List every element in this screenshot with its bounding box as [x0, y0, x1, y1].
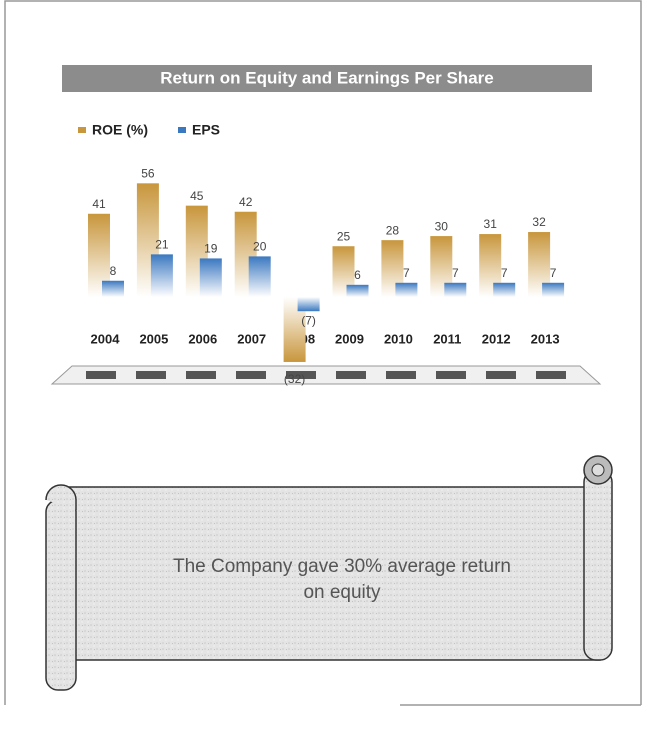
floor [50, 365, 602, 385]
bar [332, 246, 355, 297]
x-tick-label: 2010 [384, 331, 413, 346]
data-label: 7 [550, 266, 557, 280]
x-tick-label: 2011 [433, 331, 461, 346]
data-label: 45 [190, 189, 204, 203]
title-bar [62, 65, 592, 92]
bar [444, 282, 467, 297]
data-label: 30 [435, 219, 449, 233]
data-label: 8 [110, 264, 117, 278]
data-label: 21 [155, 238, 169, 252]
data-label: 19 [204, 242, 218, 256]
bar [430, 236, 453, 297]
bar [150, 254, 173, 297]
data-label: 32 [532, 215, 546, 229]
data-label: 56 [141, 166, 155, 180]
bar [199, 258, 222, 297]
bar [88, 213, 110, 297]
x-tick-label: 2012 [482, 331, 511, 346]
data-label: 28 [386, 223, 400, 237]
bar [102, 280, 124, 297]
bar [542, 282, 565, 297]
legend-swatch [78, 127, 86, 133]
note-line: The Company gave 30% average return [173, 556, 511, 577]
data-label: 25 [337, 229, 351, 243]
note-line: on equity [303, 582, 381, 603]
x-tick-label: 2007 [237, 331, 266, 346]
data-label: 31 [484, 217, 498, 231]
data-label: 6 [354, 268, 361, 282]
bar [297, 297, 320, 312]
data-label: 7 [452, 266, 459, 280]
data-label: 7 [403, 266, 410, 280]
legend-label: EPS [192, 122, 220, 138]
x-tick-label: 2006 [188, 331, 217, 346]
data-label: (32) [284, 372, 305, 386]
legend-swatch [178, 127, 186, 133]
x-tick-label: 2013 [531, 331, 560, 346]
data-label: 7 [501, 266, 508, 280]
bar [479, 234, 502, 297]
page-frame [4, 0, 642, 706]
x-tick-label: 2005 [139, 331, 168, 346]
x-tick-label: 2009 [335, 331, 364, 346]
data-label: 41 [92, 197, 106, 211]
bar [528, 232, 551, 297]
bar [283, 297, 306, 362]
x-tick-label: 2004 [91, 331, 121, 346]
data-label: 20 [253, 240, 267, 254]
data-label: (7) [301, 313, 316, 327]
legend-label: ROE (%) [92, 122, 148, 138]
scroll [45, 455, 613, 691]
bar [493, 282, 516, 297]
bar [248, 256, 271, 297]
bar [346, 284, 369, 297]
data-label: 42 [239, 195, 253, 209]
bar [395, 282, 418, 297]
chart-title: Return on Equity and Earnings Per Share [160, 68, 493, 87]
